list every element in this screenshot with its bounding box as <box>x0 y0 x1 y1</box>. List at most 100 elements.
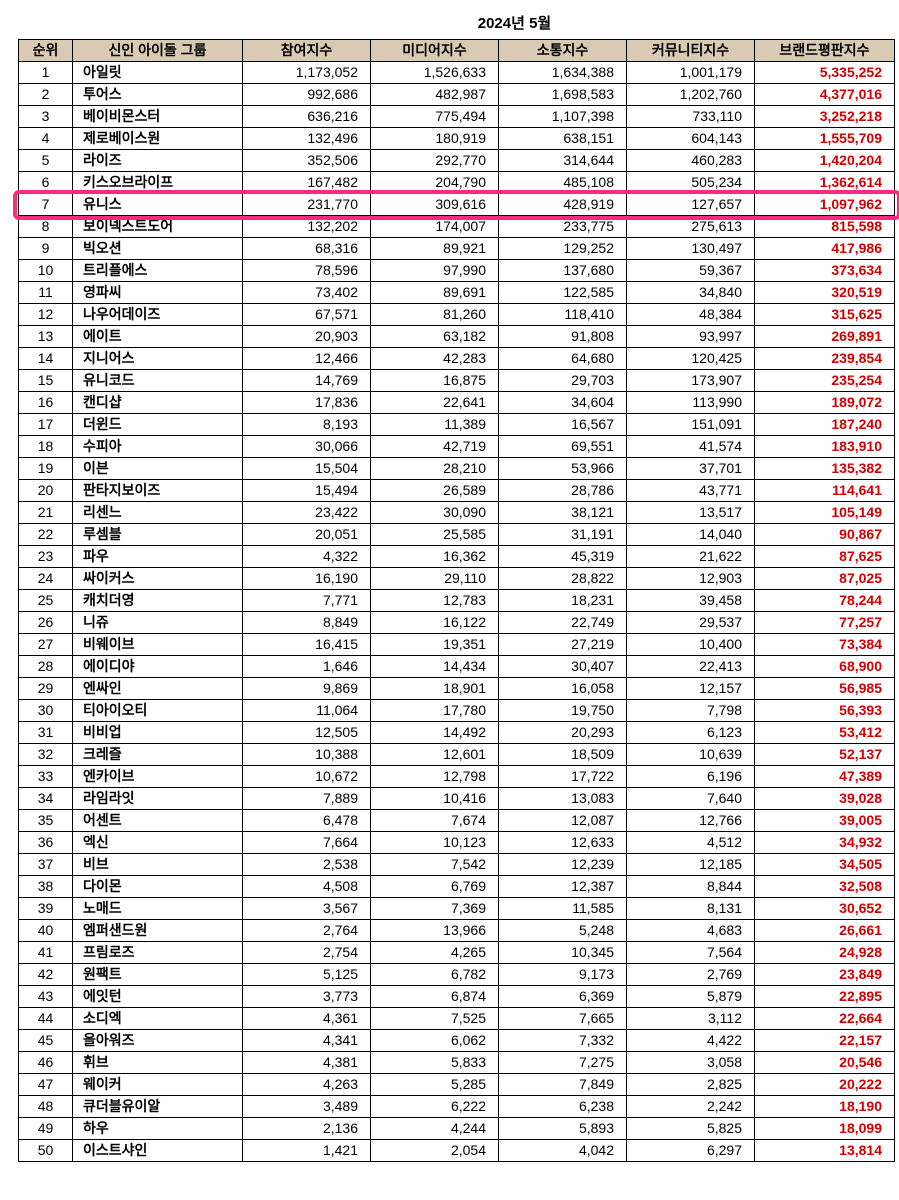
table-row: 4제로베이스원132,496180,919638,151604,1431,555… <box>19 128 895 150</box>
cell-participate: 15,504 <box>243 458 371 480</box>
cell-community: 8,844 <box>627 876 755 898</box>
cell-rank: 47 <box>19 1074 73 1096</box>
cell-participate: 231,770 <box>243 194 371 216</box>
cell-media: 6,222 <box>371 1096 499 1118</box>
cell-comm: 5,893 <box>499 1118 627 1140</box>
cell-participate: 1,173,052 <box>243 62 371 84</box>
cell-community: 173,907 <box>627 370 755 392</box>
cell-comm: 7,665 <box>499 1008 627 1030</box>
cell-comm: 10,345 <box>499 942 627 964</box>
cell-rank: 37 <box>19 854 73 876</box>
cell-name: 유니코드 <box>73 370 243 392</box>
cell-rank: 24 <box>19 568 73 590</box>
cell-participate: 67,571 <box>243 304 371 326</box>
cell-comm: 18,231 <box>499 590 627 612</box>
cell-comm: 7,849 <box>499 1074 627 1096</box>
cell-comm: 12,387 <box>499 876 627 898</box>
cell-community: 34,840 <box>627 282 755 304</box>
cell-participate: 3,489 <box>243 1096 371 1118</box>
cell-community: 14,040 <box>627 524 755 546</box>
cell-rank: 26 <box>19 612 73 634</box>
table-row: 7유니스231,770309,616428,919127,6571,097,96… <box>19 194 895 216</box>
cell-comm: 122,585 <box>499 282 627 304</box>
cell-community: 7,798 <box>627 700 755 722</box>
cell-total: 1,555,709 <box>755 128 895 150</box>
cell-total: 18,099 <box>755 1118 895 1140</box>
cell-media: 29,110 <box>371 568 499 590</box>
cell-participate: 23,422 <box>243 502 371 524</box>
cell-media: 97,990 <box>371 260 499 282</box>
cell-rank: 4 <box>19 128 73 150</box>
cell-community: 1,202,760 <box>627 84 755 106</box>
cell-total: 315,625 <box>755 304 895 326</box>
cell-participate: 20,051 <box>243 524 371 546</box>
cell-comm: 91,808 <box>499 326 627 348</box>
cell-comm: 118,410 <box>499 304 627 326</box>
cell-name: 원팩트 <box>73 964 243 986</box>
table-row: 34라임라잇7,88910,41613,0837,64039,028 <box>19 788 895 810</box>
cell-total: 1,097,962 <box>755 194 895 216</box>
cell-total: 320,519 <box>755 282 895 304</box>
cell-comm: 17,722 <box>499 766 627 788</box>
cell-media: 775,494 <box>371 106 499 128</box>
cell-total: 20,546 <box>755 1052 895 1074</box>
table-row: 43에잇턴3,7736,8746,3695,87922,895 <box>19 986 895 1008</box>
cell-community: 7,640 <box>627 788 755 810</box>
cell-participate: 132,202 <box>243 216 371 238</box>
table-row: 10트리플에스78,59697,990137,68059,367373,634 <box>19 260 895 282</box>
cell-comm: 1,698,583 <box>499 84 627 106</box>
cell-rank: 45 <box>19 1030 73 1052</box>
cell-community: 10,400 <box>627 634 755 656</box>
cell-total: 187,240 <box>755 414 895 436</box>
cell-name: 투어스 <box>73 84 243 106</box>
table-row: 46휘브4,3815,8337,2753,05820,546 <box>19 1052 895 1074</box>
cell-community: 2,242 <box>627 1096 755 1118</box>
cell-name: 에잇턴 <box>73 986 243 1008</box>
cell-media: 28,210 <box>371 458 499 480</box>
cell-media: 17,780 <box>371 700 499 722</box>
cell-media: 14,434 <box>371 656 499 678</box>
col-brand-total: 브랜드평판지수 <box>755 40 895 62</box>
cell-total: 235,254 <box>755 370 895 392</box>
cell-name: 보이넥스트도어 <box>73 216 243 238</box>
cell-community: 22,413 <box>627 656 755 678</box>
cell-participate: 17,836 <box>243 392 371 414</box>
cell-rank: 17 <box>19 414 73 436</box>
table-row: 3베이비몬스터636,216775,4941,107,398733,1103,2… <box>19 106 895 128</box>
table-row: 36엑신7,66410,12312,6334,51234,932 <box>19 832 895 854</box>
table-row: 9빅오션68,31689,921129,252130,497417,986 <box>19 238 895 260</box>
cell-community: 130,497 <box>627 238 755 260</box>
cell-name: 어센트 <box>73 810 243 832</box>
cell-rank: 5 <box>19 150 73 172</box>
table-row: 39노매드3,5677,36911,5858,13130,652 <box>19 898 895 920</box>
cell-media: 2,054 <box>371 1140 499 1162</box>
cell-community: 10,639 <box>627 744 755 766</box>
cell-community: 48,384 <box>627 304 755 326</box>
cell-community: 4,422 <box>627 1030 755 1052</box>
cell-community: 127,657 <box>627 194 755 216</box>
cell-comm: 64,680 <box>499 348 627 370</box>
cell-community: 113,990 <box>627 392 755 414</box>
table-row: 17더윈드8,19311,38916,567151,091187,240 <box>19 414 895 436</box>
cell-total: 1,420,204 <box>755 150 895 172</box>
cell-rank: 7 <box>19 194 73 216</box>
cell-total: 20,222 <box>755 1074 895 1096</box>
cell-participate: 2,754 <box>243 942 371 964</box>
cell-name: 라이즈 <box>73 150 243 172</box>
cell-rank: 23 <box>19 546 73 568</box>
cell-name: 제로베이스원 <box>73 128 243 150</box>
cell-comm: 19,750 <box>499 700 627 722</box>
cell-name: 프림로즈 <box>73 942 243 964</box>
cell-media: 22,641 <box>371 392 499 414</box>
cell-total: 30,652 <box>755 898 895 920</box>
cell-media: 12,601 <box>371 744 499 766</box>
cell-comm: 18,509 <box>499 744 627 766</box>
cell-total: 4,377,016 <box>755 84 895 106</box>
cell-name: 엠퍼샌드원 <box>73 920 243 942</box>
cell-rank: 36 <box>19 832 73 854</box>
table-row: 21리센느23,42230,09038,12113,517105,149 <box>19 502 895 524</box>
cell-name: 판타지보이즈 <box>73 480 243 502</box>
cell-total: 77,257 <box>755 612 895 634</box>
cell-total: 105,149 <box>755 502 895 524</box>
cell-media: 6,769 <box>371 876 499 898</box>
